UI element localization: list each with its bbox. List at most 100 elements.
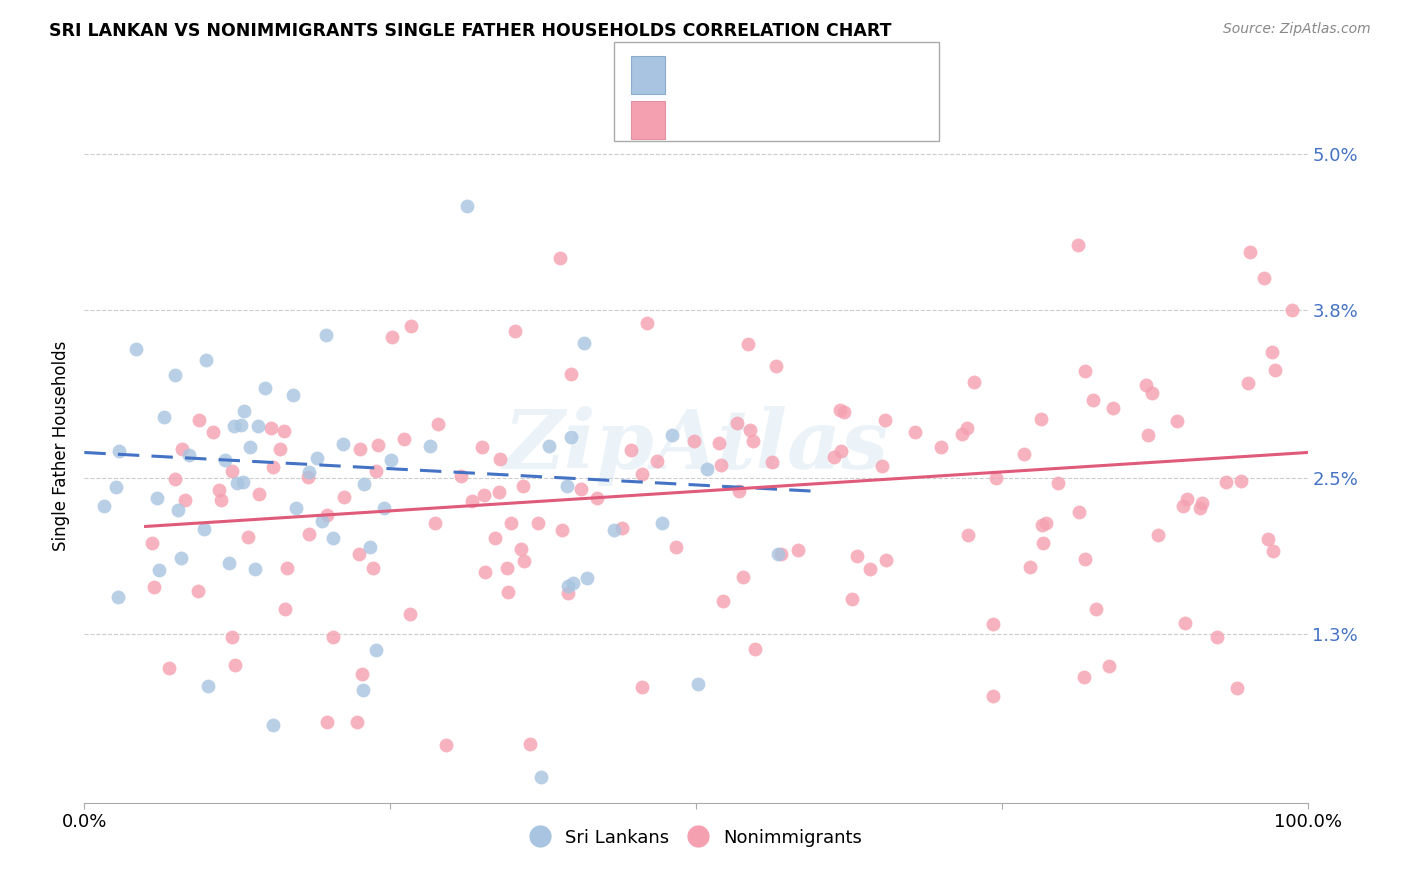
Point: [768, 548, 790, 562]
Point: [399, 607, 422, 622]
Text: Source: ZipAtlas.com: Source: ZipAtlas.com: [1223, 22, 1371, 37]
Point: [315, 508, 337, 522]
Point: [352, 667, 374, 681]
Point: [239, 440, 262, 454]
Point: [956, 421, 979, 435]
Point: [1239, 245, 1261, 260]
Text: ZipAtlas: ZipAtlas: [503, 406, 889, 486]
Point: [170, 442, 193, 456]
Point: [765, 359, 787, 373]
Point: [427, 417, 450, 431]
Point: [232, 475, 254, 489]
Point: [1073, 364, 1095, 378]
Point: [153, 410, 176, 425]
Point: [218, 556, 240, 570]
Point: [733, 570, 755, 584]
Point: [434, 738, 457, 752]
Point: [373, 501, 395, 516]
Text: 144: 144: [855, 108, 894, 128]
Point: [725, 416, 748, 430]
Point: [1137, 427, 1160, 442]
Point: [332, 490, 354, 504]
Point: [1012, 447, 1035, 461]
Point: [359, 541, 381, 555]
Point: [1175, 492, 1198, 507]
Point: [188, 413, 211, 427]
Point: [503, 325, 526, 339]
Point: [619, 443, 641, 458]
Point: [1264, 363, 1286, 377]
Point: [569, 482, 592, 496]
Point: [873, 413, 896, 427]
Text: N =: N =: [808, 108, 851, 128]
Point: [1189, 500, 1212, 515]
Point: [247, 487, 270, 501]
Point: [298, 527, 321, 541]
Point: [381, 330, 404, 344]
Point: [551, 523, 574, 537]
Point: [193, 522, 215, 536]
Point: [737, 336, 759, 351]
Point: [1035, 516, 1057, 530]
Point: [519, 737, 541, 751]
Point: [744, 641, 766, 656]
Point: [262, 459, 284, 474]
Point: [612, 521, 634, 535]
Point: [177, 448, 200, 462]
Point: [108, 443, 131, 458]
Point: [645, 454, 668, 468]
Point: [1067, 237, 1090, 252]
Point: [1174, 615, 1197, 630]
Point: [1018, 560, 1040, 574]
Point: [474, 565, 496, 579]
Point: [1081, 392, 1104, 407]
Point: [238, 530, 260, 544]
Point: [586, 491, 609, 506]
Point: [353, 476, 375, 491]
Point: [761, 455, 783, 469]
Point: [380, 453, 402, 467]
Point: [742, 434, 765, 448]
Point: [496, 584, 519, 599]
Point: [1166, 414, 1188, 428]
Point: [957, 528, 980, 542]
Point: [527, 516, 550, 530]
Point: [637, 316, 659, 330]
Point: [322, 531, 344, 545]
Point: [1253, 270, 1275, 285]
Point: [1140, 385, 1163, 400]
Point: [297, 470, 319, 484]
Point: [555, 479, 578, 493]
Point: [1085, 602, 1108, 616]
Point: [165, 472, 187, 486]
Point: [830, 403, 852, 417]
Point: [332, 437, 354, 451]
Point: [786, 543, 808, 558]
Point: [141, 535, 163, 549]
Text: -0.055: -0.055: [721, 63, 787, 82]
Point: [262, 718, 284, 732]
Point: [1147, 527, 1170, 541]
Point: [174, 493, 197, 508]
Point: [688, 677, 710, 691]
Point: [322, 631, 344, 645]
Point: [530, 770, 553, 784]
Point: [1135, 378, 1157, 392]
Point: [651, 516, 673, 531]
Point: [560, 430, 582, 444]
Point: [696, 462, 718, 476]
Point: [711, 594, 734, 608]
Point: [392, 432, 415, 446]
Point: [512, 479, 534, 493]
Point: [260, 421, 283, 435]
Point: [510, 541, 533, 556]
Point: [830, 443, 852, 458]
Point: [472, 488, 495, 502]
Y-axis label: Single Father Households: Single Father Households: [52, 341, 70, 551]
Point: [1046, 476, 1069, 491]
Point: [661, 427, 683, 442]
Point: [281, 388, 304, 402]
Point: [557, 585, 579, 599]
Point: [142, 580, 165, 594]
Point: [1191, 496, 1213, 510]
